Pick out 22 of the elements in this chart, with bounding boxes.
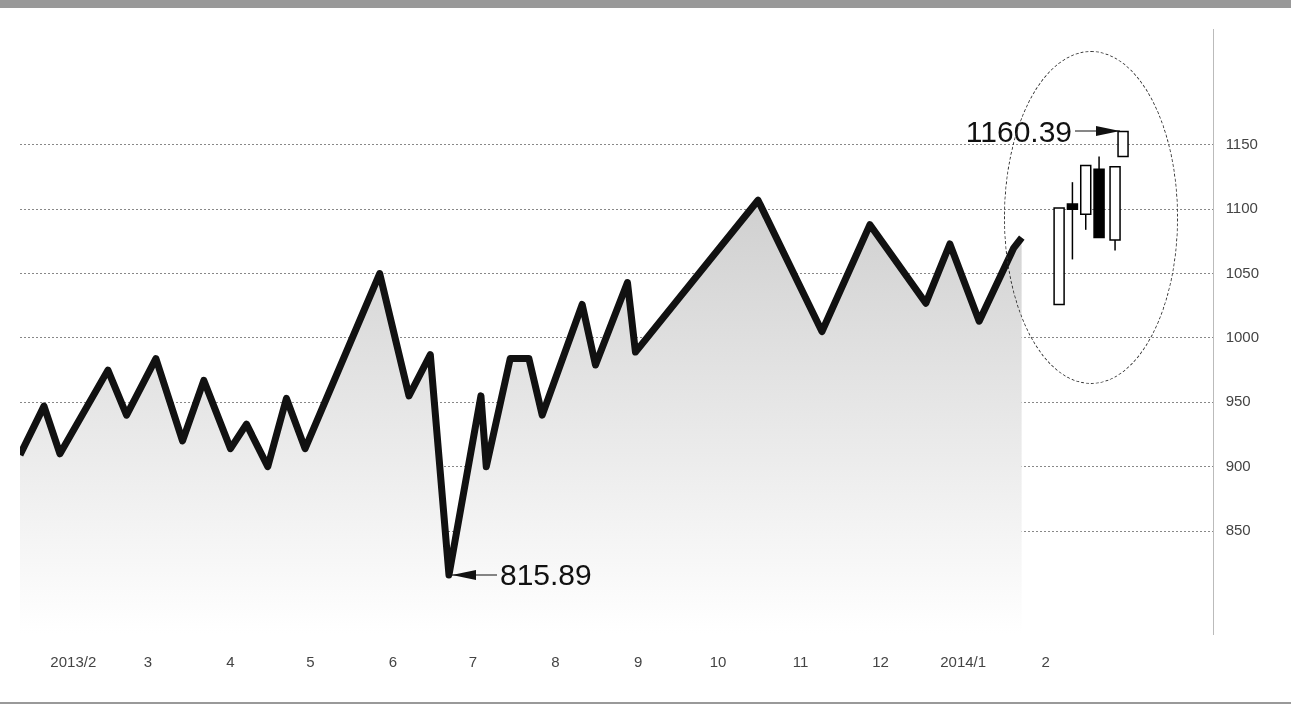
x-tick-label: 12 [872,653,889,671]
x-tick-label: 5 [306,653,315,671]
x-tick-label: 10 [709,653,727,671]
x-tick-label: 2014/1 [940,653,987,671]
x-tick-label: 4 [226,653,235,671]
y-tick-label: 900 [1225,456,1251,474]
y-tick-label: 1100 [1225,199,1258,217]
y-tick-label: 1050 [1225,263,1260,281]
x-tick-label: 8 [551,653,560,671]
y-tick-label: 950 [1225,392,1251,410]
annotation: 815.89 [499,558,592,592]
y-tick-label: 850 [1225,521,1251,539]
y-tick-label: 1150 [1225,134,1258,152]
x-tick-label: 6 [388,653,398,671]
x-tick-label: 7 [468,653,478,671]
x-tick-label: 11 [792,653,809,671]
x-tick-label: 9 [633,653,643,671]
y-tick-label: 1000 [1225,328,1260,346]
annotation: 1160.39 [965,114,1073,148]
x-tick-label: 2013/2 [50,653,97,671]
x-tick-label: 3 [143,653,153,671]
x-tick-label: 2 [1041,653,1050,671]
